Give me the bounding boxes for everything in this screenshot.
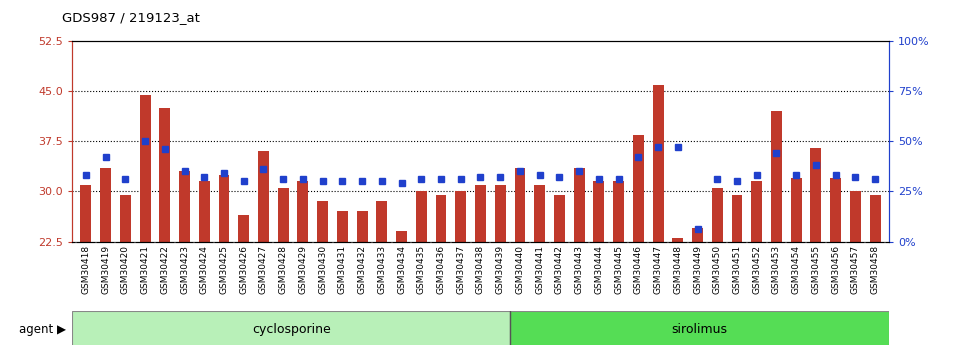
Bar xyxy=(692,228,702,242)
Text: GSM30454: GSM30454 xyxy=(792,245,801,294)
Bar xyxy=(238,215,249,242)
Text: GSM30445: GSM30445 xyxy=(614,245,623,294)
Bar xyxy=(633,135,644,242)
Bar xyxy=(317,201,328,242)
Bar xyxy=(830,178,841,242)
Text: GSM30437: GSM30437 xyxy=(456,245,465,294)
Bar xyxy=(337,211,348,241)
Bar xyxy=(72,310,510,345)
Text: GSM30429: GSM30429 xyxy=(299,245,308,294)
Bar xyxy=(574,168,584,241)
Text: GSM30457: GSM30457 xyxy=(850,245,860,294)
Bar xyxy=(554,195,565,242)
Text: GSM30441: GSM30441 xyxy=(535,245,544,294)
Bar xyxy=(81,185,91,242)
Bar xyxy=(594,181,604,241)
Text: GSM30421: GSM30421 xyxy=(140,245,150,294)
Bar xyxy=(870,195,880,242)
Bar xyxy=(416,191,427,242)
Bar xyxy=(179,171,190,242)
Text: agent ▶: agent ▶ xyxy=(19,323,66,336)
Text: GSM30427: GSM30427 xyxy=(259,245,268,294)
Bar xyxy=(495,185,505,242)
Text: cyclosporine: cyclosporine xyxy=(252,323,331,336)
Bar xyxy=(653,85,663,242)
Bar xyxy=(771,111,782,241)
Text: GSM30444: GSM30444 xyxy=(595,245,604,294)
Text: GSM30431: GSM30431 xyxy=(338,245,347,294)
Text: GSM30435: GSM30435 xyxy=(417,245,426,294)
Bar xyxy=(673,238,683,242)
Text: GSM30458: GSM30458 xyxy=(871,245,879,294)
Bar xyxy=(218,175,230,241)
Bar xyxy=(712,188,723,241)
Text: GSM30448: GSM30448 xyxy=(674,245,682,294)
Text: GSM30440: GSM30440 xyxy=(515,245,525,294)
Bar xyxy=(791,178,801,242)
Bar xyxy=(100,168,111,241)
Text: GSM30426: GSM30426 xyxy=(239,245,248,294)
Bar xyxy=(278,188,288,241)
Text: GSM30439: GSM30439 xyxy=(496,245,505,294)
Text: GSM30430: GSM30430 xyxy=(318,245,327,294)
Text: GSM30438: GSM30438 xyxy=(476,245,485,294)
Text: GSM30425: GSM30425 xyxy=(219,245,229,294)
Text: GSM30432: GSM30432 xyxy=(357,245,366,294)
Text: GSM30442: GSM30442 xyxy=(554,245,564,294)
Text: GSM30436: GSM30436 xyxy=(436,245,446,294)
Text: sirolimus: sirolimus xyxy=(672,323,727,336)
Text: GSM30446: GSM30446 xyxy=(634,245,643,294)
Bar xyxy=(475,185,486,242)
Bar xyxy=(160,108,170,242)
Text: GSM30434: GSM30434 xyxy=(397,245,407,294)
Bar xyxy=(613,181,624,241)
Text: GSM30443: GSM30443 xyxy=(575,245,583,294)
Bar xyxy=(731,195,743,242)
Text: GSM30447: GSM30447 xyxy=(653,245,662,294)
Bar xyxy=(752,181,762,241)
Bar xyxy=(456,191,466,242)
Text: GSM30423: GSM30423 xyxy=(180,245,189,294)
Bar xyxy=(514,168,526,241)
Text: GSM30428: GSM30428 xyxy=(279,245,287,294)
Text: GSM30456: GSM30456 xyxy=(831,245,840,294)
Bar xyxy=(510,310,889,345)
Bar xyxy=(377,201,387,242)
Bar xyxy=(298,181,308,241)
Bar xyxy=(396,231,407,241)
Bar xyxy=(435,195,447,242)
Text: GSM30422: GSM30422 xyxy=(160,245,169,294)
Text: GSM30452: GSM30452 xyxy=(752,245,761,294)
Bar xyxy=(259,151,269,242)
Bar xyxy=(850,191,861,242)
Text: GSM30451: GSM30451 xyxy=(732,245,742,294)
Text: GSM30449: GSM30449 xyxy=(693,245,702,294)
Text: GSM30419: GSM30419 xyxy=(101,245,111,294)
Bar xyxy=(199,181,209,241)
Text: GSM30424: GSM30424 xyxy=(200,245,209,294)
Text: GDS987 / 219123_at: GDS987 / 219123_at xyxy=(62,11,200,24)
Text: GSM30433: GSM30433 xyxy=(378,245,386,294)
Text: GSM30420: GSM30420 xyxy=(121,245,130,294)
Bar xyxy=(357,211,367,241)
Text: GSM30455: GSM30455 xyxy=(811,245,821,294)
Text: GSM30450: GSM30450 xyxy=(713,245,722,294)
Bar xyxy=(139,95,151,242)
Text: GSM30453: GSM30453 xyxy=(772,245,781,294)
Bar xyxy=(534,185,545,242)
Bar xyxy=(810,148,822,242)
Text: GSM30418: GSM30418 xyxy=(82,245,90,294)
Bar xyxy=(120,195,131,242)
